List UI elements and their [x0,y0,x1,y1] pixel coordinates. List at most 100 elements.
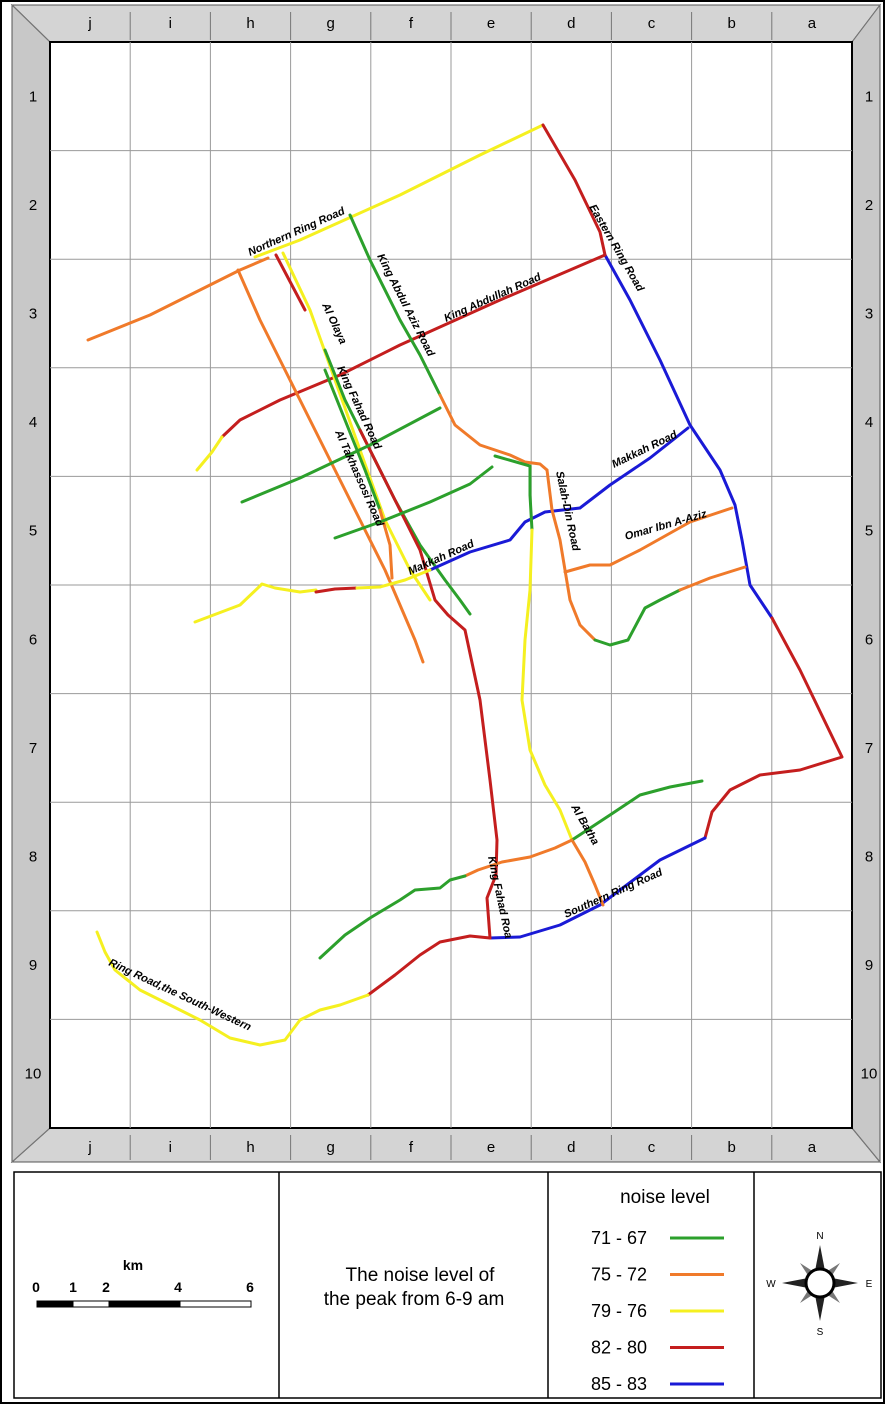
grid-col-label-bottom-f: f [409,1139,414,1156]
grid-row-label-right-8: 8 [865,849,873,866]
road-makkah-yellow-east [355,568,432,590]
map-caption-line2: the peak from 6-9 am [324,1289,505,1310]
grid-col-label-bottom-j: j [87,1139,91,1156]
road-central-green [493,454,534,532]
grid-row-label-left-8: 8 [29,849,37,866]
grid-row-label-right-5: 5 [865,523,873,540]
road-king-abdullah-red [220,253,607,439]
grid-row-label-left-5: 5 [29,523,37,540]
grid-col-label-top-g: g [327,15,335,32]
grid-col-label-top-d: d [567,15,575,32]
road-king-fahad-red [358,428,499,940]
road-salah-din-green [593,588,682,647]
road-southwest-red [366,934,492,997]
scale-bar: km 0 1 2 4 6 [32,1257,254,1308]
grid-col-label-top-i: i [169,15,172,32]
grid-col-label-bottom-h: h [246,1139,254,1156]
road-king-fahad-red-north [274,253,307,312]
legend-item: 71 - 67 [591,1228,724,1248]
compass-w: W [766,1279,776,1290]
legend-item: 75 - 72 [591,1265,724,1285]
grid-col-label-bottom-e: e [487,1139,495,1156]
grid-col-label-bottom-g: g [327,1139,335,1156]
scale-tick-0: 0 [32,1279,40,1295]
grid-row-label-left-9: 9 [29,957,37,974]
grid-col-label-bottom-i: i [169,1139,172,1156]
legend-item: 85 - 83 [591,1374,724,1394]
legend-item-range: 82 - 80 [591,1338,647,1358]
road-northern-ring-orange [86,256,270,342]
map-bevel-frame [10,3,882,1164]
road-eastern-ring-south-red [703,616,844,840]
map-caption-line1: The noise level of [346,1265,496,1286]
road-network [86,123,844,1047]
road-southwestern-ring-yellow [95,930,370,1047]
grid-col-label-top-a: a [808,15,817,32]
grid-row-label-right-1: 1 [865,88,873,105]
road-southern-ring-blue [488,836,707,940]
grid-col-label-top-h: h [246,15,254,32]
grid-row-label-left-6: 6 [29,631,37,648]
grid-labels: j j i i h h g g f f e e d d c c b b a a 1 1 2 2 3 3 4 4 5 5 6 6 7 7 8 8 9 9 10… [25,12,878,1160]
scale-tick-2: 2 [102,1279,110,1295]
legend-item: 79 - 76 [591,1301,724,1321]
legend-item: 82 - 80 [591,1338,724,1358]
grid-col-label-bottom-a: a [808,1139,817,1156]
road-eastern-ring-red [541,123,607,257]
legend-item-range: 85 - 83 [591,1374,647,1394]
road-king-abdul-aziz-orange [438,393,549,472]
grid-row-label-left-10: 10 [25,1066,42,1083]
road-cross-green-1 [240,406,442,504]
road-king-fahad-orange [236,268,425,664]
grid-row-label-left-7: 7 [29,740,37,757]
grid-col-label-top-j: j [87,15,91,32]
road-salah-din-orange-east [678,565,747,592]
road-cross-green-2 [333,465,494,540]
grid-row-label-right-9: 9 [865,957,873,974]
scale-tick-6: 6 [246,1279,254,1295]
road-south-green-west [318,874,467,960]
legend-item-range: 79 - 76 [591,1301,647,1321]
grid-col-label-bottom-b: b [728,1139,736,1156]
road-northern-ring-yellow [253,123,545,259]
scale-tick-4: 4 [174,1279,182,1295]
grid-row-label-left-4: 4 [29,414,37,431]
compass-s: S [817,1327,824,1338]
legend-item-range: 71 - 67 [591,1228,647,1248]
grid-row-label-right-3: 3 [865,306,873,323]
legend-panel: km 0 1 2 4 6 The noise level of the peak… [13,1171,882,1399]
grid-col-label-top-f: f [409,15,414,32]
grid-row-label-left-3: 3 [29,306,37,323]
legend-panel-border [13,1171,882,1399]
road-makkah-yellow-west [193,582,318,624]
grid-col-label-top-b: b [728,15,736,32]
road-omar-orange [563,506,734,574]
scale-unit: km [123,1257,143,1273]
road-eastern-ring-blue [603,253,774,620]
road-makkah-red-west [314,586,359,594]
grid-row-label-right-10: 10 [861,1066,878,1083]
road-king-abdul-aziz-green [348,213,442,397]
grid-col-label-bottom-c: c [648,1139,656,1156]
grid-row-label-left-2: 2 [29,197,37,214]
scale-tick-1: 1 [69,1279,77,1295]
legend-item-range: 75 - 72 [591,1265,647,1285]
compass-icon: N S E W [766,1231,872,1338]
compass-e: E [866,1279,873,1290]
legend-title: noise level [620,1187,710,1208]
road-makkah-blue [428,426,690,572]
grid-col-label-bottom-d: d [567,1139,575,1156]
road-king-abdullah-yellow [195,435,224,472]
road-salah-din-orange [545,468,597,642]
road-south-green-east [570,779,704,842]
legend-items: 71 - 67 75 - 72 79 - 76 82 - 80 85 - 83 [591,1228,724,1394]
grid-row-label-right-6: 6 [865,631,873,648]
grid-col-label-top-e: e [487,15,495,32]
grid-row-label-right-2: 2 [865,197,873,214]
grid-row-label-left-1: 1 [29,88,37,105]
grid-row-label-right-7: 7 [865,740,873,757]
road-south-orange [463,838,574,878]
grid-col-label-top-c: c [648,15,656,32]
grid-row-label-right-4: 4 [865,414,873,431]
